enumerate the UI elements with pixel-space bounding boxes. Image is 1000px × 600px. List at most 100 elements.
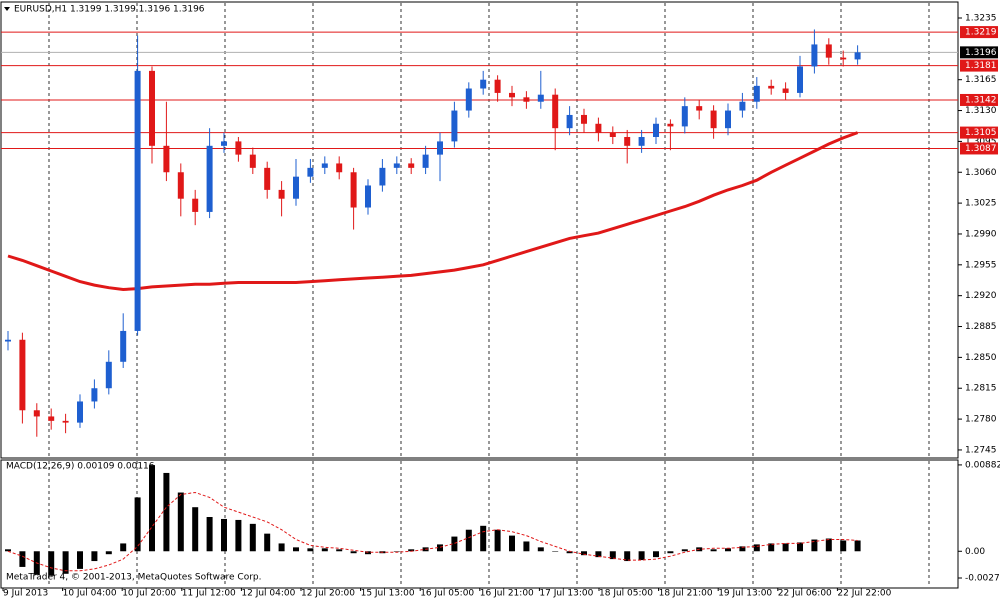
x-tick-label: 22 Jul 06:00: [778, 589, 832, 599]
candle-body: [739, 101, 746, 111]
candle-body: [811, 44, 818, 67]
candle-body: [437, 141, 443, 155]
macd-bar: [609, 551, 616, 560]
macd-signal: [7, 491, 858, 572]
candle-body: [523, 97, 530, 102]
macd-bar: [768, 543, 775, 552]
macd-bar: [393, 551, 400, 552]
candle-body: [134, 70, 141, 331]
y-tick-label: 1.3025: [965, 199, 997, 209]
candle-body: [797, 66, 803, 93]
x-tick-label: 9 Jul 2013: [3, 589, 48, 599]
candle-body: [494, 79, 501, 93]
candle-body: [696, 106, 703, 111]
level-label-box: [960, 26, 998, 39]
macd-bar: [581, 551, 587, 556]
candle-body: [379, 167, 386, 186]
candle-body: [537, 94, 544, 102]
x-tick-label: 16 Jul 05:00: [420, 589, 474, 599]
x-tick-label: 22 Jul 22:00: [837, 589, 891, 599]
candle-body: [552, 94, 559, 129]
x-tick-label: 15 Jul 13:00: [361, 589, 415, 599]
candle-body: [451, 110, 458, 142]
candle-body: [321, 163, 328, 168]
candle-body: [509, 92, 515, 98]
candle-body: [854, 52, 861, 60]
y-tick-label: 0.00882: [965, 460, 1000, 470]
level-label: 1.3087: [965, 144, 997, 154]
y-tick-label: -0.00273: [965, 573, 1000, 583]
macd-bar: [523, 541, 530, 552]
macd-bar: [509, 535, 515, 552]
candle-body: [307, 167, 314, 177]
level-label-box: [960, 93, 998, 106]
candle-body: [408, 163, 415, 168]
macd-bar: [206, 517, 213, 552]
macd-bar: [725, 548, 731, 552]
candle-body: [177, 172, 184, 199]
candle-body: [638, 136, 645, 146]
macd-bar: [307, 548, 314, 552]
candle-body: [235, 141, 242, 155]
y-tick-label: 0.00: [965, 547, 985, 557]
macd-bar: [293, 547, 299, 552]
candle-body: [19, 339, 26, 411]
candle-body: [33, 410, 40, 417]
candle-body: [725, 110, 731, 129]
candle-body: [206, 145, 213, 212]
candle-body: [91, 388, 98, 402]
candle-body: [278, 189, 285, 199]
candle-body: [768, 85, 775, 89]
macd-bar: [437, 544, 443, 552]
copyright: MetaTrader 4, © 2001-2013, MetaQuotes So…: [6, 573, 262, 583]
macd-bar: [149, 465, 155, 552]
macd-title: MACD(12,26,9) 0.00109 0.00116: [6, 462, 155, 472]
macd-bar: [494, 529, 501, 552]
macd-bar: [782, 543, 789, 552]
y-tick-label: 1.2815: [965, 384, 997, 394]
level-label: 1.3142: [965, 95, 997, 105]
macd-bar: [811, 539, 818, 552]
macd-bar: [552, 551, 559, 552]
x-tick-label: 19 Jul 13:00: [718, 589, 772, 599]
macd-bar: [566, 551, 573, 554]
candle-body: [465, 88, 472, 111]
candle-body: [595, 123, 602, 133]
level-label-box: [960, 126, 998, 139]
level-label: 1.3105: [965, 128, 997, 138]
macd-bar: [177, 492, 184, 552]
y-tick-label: 1.2850: [965, 353, 997, 363]
x-tick-label: 12 Jul 04:00: [241, 589, 295, 599]
x-tick-label: 12 Jul 20:00: [301, 589, 355, 599]
candle-body: [393, 163, 400, 168]
candle-body: [350, 172, 357, 208]
y-tick-label: 1.2745: [965, 445, 997, 455]
macd-bar: [739, 546, 746, 552]
x-tick-label: 10 Jul 20:00: [122, 589, 176, 599]
candle-body: [249, 154, 256, 168]
x-tick-label: 18 Jul 05:00: [599, 589, 653, 599]
candle-body: [264, 167, 271, 190]
candle-body: [840, 57, 847, 60]
candle-body: [566, 114, 573, 129]
level-label-box: [960, 59, 998, 72]
candle-body: [293, 176, 299, 199]
macd-bar: [350, 551, 357, 554]
macd-bar: [537, 547, 544, 552]
macd-bar: [48, 551, 55, 576]
x-tick-label: 10 Jul 04:00: [63, 589, 117, 599]
candle-body: [782, 88, 789, 93]
macd-bar: [667, 551, 674, 554]
macd-bar: [105, 551, 112, 555]
y-tick-label: 1.3130: [965, 106, 997, 116]
candle-body: [5, 339, 11, 342]
y-tick-label: 1.3235: [965, 13, 997, 23]
menu-arrow[interactable]: [4, 7, 10, 11]
macd-bar: [854, 540, 861, 552]
x-tick-label: 11 Jul 12:00: [182, 589, 236, 599]
macd-bar: [264, 533, 271, 552]
macd-bar: [753, 544, 760, 552]
level-label-box: [960, 142, 998, 155]
y-tick-label: 1.2920: [965, 291, 997, 301]
macd-bar: [77, 551, 83, 569]
